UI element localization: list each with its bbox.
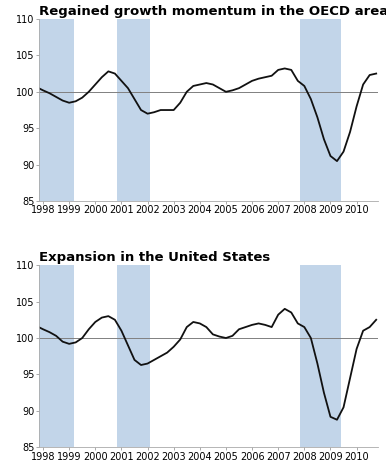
Bar — [300, 19, 342, 201]
Bar — [39, 265, 74, 447]
Bar — [117, 19, 150, 201]
Bar — [117, 265, 150, 447]
Bar — [300, 265, 342, 447]
Text: Regained growth momentum in the OECD area: Regained growth momentum in the OECD are… — [39, 5, 386, 18]
Bar — [39, 19, 74, 201]
Text: Expansion in the United States: Expansion in the United States — [39, 251, 270, 264]
